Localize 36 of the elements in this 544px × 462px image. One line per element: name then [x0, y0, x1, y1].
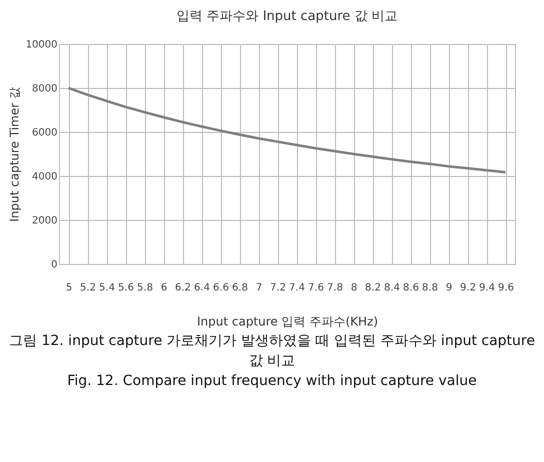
x-axis-title: Input capture 입력 주파수(KHz) — [196, 314, 378, 328]
y-tick-label: 2000 — [32, 216, 58, 226]
x-tick-label: 5 — [66, 282, 72, 294]
x-tick-label: 5.2 — [80, 282, 96, 294]
x-tick-label: 7.4 — [289, 282, 305, 294]
x-tick-label: 6.4 — [194, 282, 210, 294]
caption: 그림 12. input capture 가로채기가 발생하였을 때 입력된 주파수와 input capture 값 비교 — [8, 332, 536, 371]
x-tick-label: 8.6 — [403, 282, 419, 294]
x-tick-label: 9.6 — [498, 282, 514, 294]
x-tick-label: 5.4 — [99, 282, 115, 294]
x-tick-label: 7.6 — [308, 282, 324, 294]
x-tick-label: 7.8 — [327, 282, 343, 294]
x-tick-label: 9 — [446, 282, 452, 294]
x-tick-label: 5.8 — [137, 282, 153, 294]
x-tick-label: 7.2 — [270, 282, 286, 294]
x-tick-label: 8.8 — [422, 282, 438, 294]
caption: Fig. 12. Compare input frequency with input capture value — [66, 372, 478, 391]
x-tick-label: 6 — [160, 282, 168, 294]
x-tick-label: 8.2 — [365, 282, 381, 294]
y-tick-label: 4000 — [32, 172, 58, 182]
line-series — [67, 86, 507, 174]
y-axis-title: Input capture Timer 값 — [8, 87, 22, 222]
y-tick-label: 10000 — [26, 40, 58, 50]
x-tick-label: 6.2 — [175, 282, 191, 294]
x-tick-label: 5.6 — [118, 282, 134, 294]
x-tick-label: 9.2 — [460, 282, 476, 294]
y-tick-label: 0 — [51, 260, 58, 270]
x-tick-label: 8.4 — [384, 282, 400, 294]
x-tick-label: 9.4 — [479, 282, 495, 294]
chart-title: 입력 주파수와 Input capture 값 비교 — [176, 9, 398, 24]
x-tick-label: 8 — [350, 282, 358, 294]
y-tick-label: 8000 — [32, 84, 58, 94]
x-tick-label: 6.6 — [213, 282, 229, 294]
x-tick-label: 6.8 — [232, 282, 248, 294]
x-tick-label: 7 — [256, 282, 262, 294]
y-tick-label: 6000 — [32, 128, 58, 138]
